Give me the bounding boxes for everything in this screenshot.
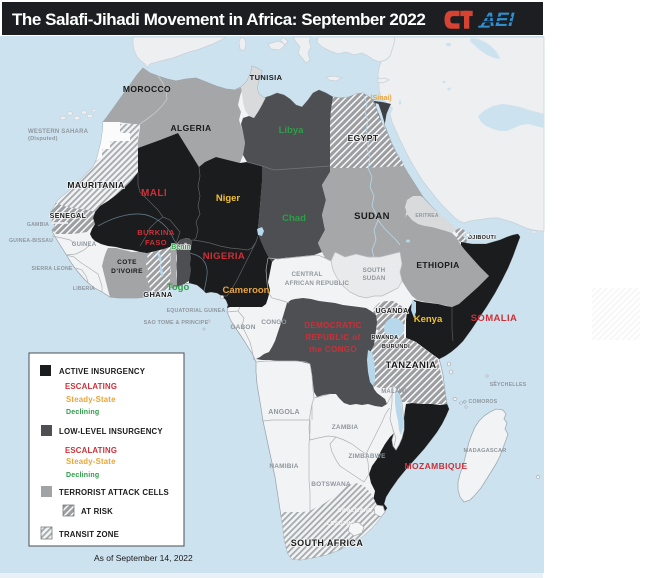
svg-text:ACTIVE INSURGENCY: ACTIVE INSURGENCY [59, 367, 146, 376]
svg-text:D’IVOIRE: D’IVOIRE [111, 268, 143, 275]
svg-text:LIBERIA: LIBERIA [73, 286, 95, 292]
svg-text:CONGO: CONGO [261, 319, 287, 326]
svg-text:MOZAMBIQUE: MOZAMBIQUE [404, 461, 467, 471]
svg-text:SOMALIA: SOMALIA [471, 313, 518, 324]
svg-text:NAMIBIA: NAMIBIA [269, 463, 298, 470]
svg-text:MAURITANIA: MAURITANIA [67, 180, 124, 190]
svg-text:RWANDA: RWANDA [371, 335, 398, 341]
svg-text:AEI: AEI [479, 9, 517, 31]
svg-text:Steady-State: Steady-State [66, 395, 116, 404]
svg-text:(Disputed): (Disputed) [28, 136, 58, 142]
svg-text:GHANA: GHANA [143, 290, 173, 299]
svg-text:Chad: Chad [282, 213, 306, 224]
svg-text:EGYPT: EGYPT [348, 133, 379, 143]
svg-text:AFRICAN REPUBLIC: AFRICAN REPUBLIC [285, 280, 350, 287]
svg-text:ALGERIA: ALGERIA [170, 123, 211, 133]
svg-text:Niger: Niger [216, 193, 241, 204]
svg-text:Steady-State: Steady-State [66, 457, 116, 466]
svg-text:FASO: FASO [145, 238, 167, 247]
svg-text:NIGERIA: NIGERIA [203, 251, 245, 262]
svg-text:Togo: Togo [167, 282, 190, 293]
svg-text:Libya: Libya [279, 125, 305, 136]
svg-text:The Salafi-Jihadi Movement in: The Salafi-Jihadi Movement in Africa: Se… [12, 10, 425, 29]
svg-text:WESTERN SAHARA: WESTERN SAHARA [28, 129, 89, 135]
svg-text:TUNISIA: TUNISIA [250, 73, 283, 82]
svg-text:SWAZILAND: SWAZILAND [338, 508, 373, 514]
svg-text:SIERRA LEONE: SIERRA LEONE [31, 266, 72, 272]
svg-text:GUINEA-BISSAU: GUINEA-BISSAU [9, 238, 53, 244]
svg-text:AT RISK: AT RISK [81, 507, 113, 516]
svg-text:SUDAN: SUDAN [362, 275, 385, 282]
svg-text:MALAWI: MALAWI [381, 389, 407, 395]
svg-text:TERRORIST ATTACK CELLS: TERRORIST ATTACK CELLS [59, 488, 169, 497]
svg-text:MADAGASCAR: MADAGASCAR [463, 448, 506, 454]
svg-text:Declining: Declining [66, 409, 99, 416]
svg-text:ESCALATING: ESCALATING [65, 382, 117, 391]
svg-text:GAMBIA: GAMBIA [27, 222, 49, 228]
svg-text:As of September 14, 2022: As of September 14, 2022 [94, 553, 193, 563]
svg-text:BURUNDI: BURUNDI [382, 344, 410, 350]
svg-text:MOROCCO: MOROCCO [123, 84, 171, 94]
svg-text:BURKINA: BURKINA [137, 228, 175, 237]
svg-text:LOW-LEVEL INSURGENCY: LOW-LEVEL INSURGENCY [59, 427, 163, 436]
svg-text:ERITREA: ERITREA [415, 213, 439, 219]
svg-text:Kenya: Kenya [414, 314, 443, 325]
svg-text:SOUTH: SOUTH [363, 267, 386, 274]
svg-text:REPUBLIC of: REPUBLIC of [305, 333, 360, 342]
svg-text:the CONGO: the CONGO [309, 345, 357, 354]
svg-text:MALI: MALI [141, 188, 167, 199]
svg-text:COTE: COTE [117, 259, 137, 266]
svg-text:BOTSWANA: BOTSWANA [311, 481, 351, 488]
svg-text:SENEGAL: SENEGAL [50, 213, 87, 220]
svg-text:UGANDA: UGANDA [375, 308, 408, 315]
svg-text:ESCALATING: ESCALATING [65, 446, 117, 455]
svg-text:Cameroon: Cameroon [223, 285, 270, 296]
svg-text:LESOTHO: LESOTHO [327, 521, 356, 527]
svg-text:EQUATORIAL GUINEA: EQUATORIAL GUINEA [167, 308, 226, 314]
svg-text:◇ COMOROS: ◇ COMOROS [462, 399, 498, 405]
svg-text:ETHIOPIA: ETHIOPIA [416, 260, 459, 270]
svg-text:SUDAN: SUDAN [354, 211, 390, 222]
svg-text:ZIMBABWE: ZIMBABWE [348, 453, 386, 460]
svg-text:SOUTH AFRICA: SOUTH AFRICA [291, 538, 364, 548]
svg-text:ZAMBIA: ZAMBIA [332, 424, 359, 431]
svg-text:(Sinai): (Sinai) [370, 95, 391, 102]
svg-text:GUINEA: GUINEA [72, 242, 97, 248]
svg-text:CENTRAL: CENTRAL [292, 271, 323, 278]
svg-text:Benin: Benin [171, 244, 190, 251]
svg-text:SEYCHELLES: SEYCHELLES [490, 382, 527, 388]
svg-text:TRANSIT ZONE: TRANSIT ZONE [59, 530, 119, 539]
svg-text:DEMOCRATIC: DEMOCRATIC [304, 321, 362, 330]
svg-text:ANGOLA: ANGOLA [268, 409, 300, 416]
svg-text:TANZANIA: TANZANIA [385, 360, 436, 371]
svg-text:SAO TOME & PRINCIPE: SAO TOME & PRINCIPE [144, 320, 209, 326]
svg-text:GABON: GABON [230, 324, 255, 331]
svg-text:Declining: Declining [66, 472, 99, 479]
svg-text:DJIBOUTI: DJIBOUTI [468, 235, 496, 241]
